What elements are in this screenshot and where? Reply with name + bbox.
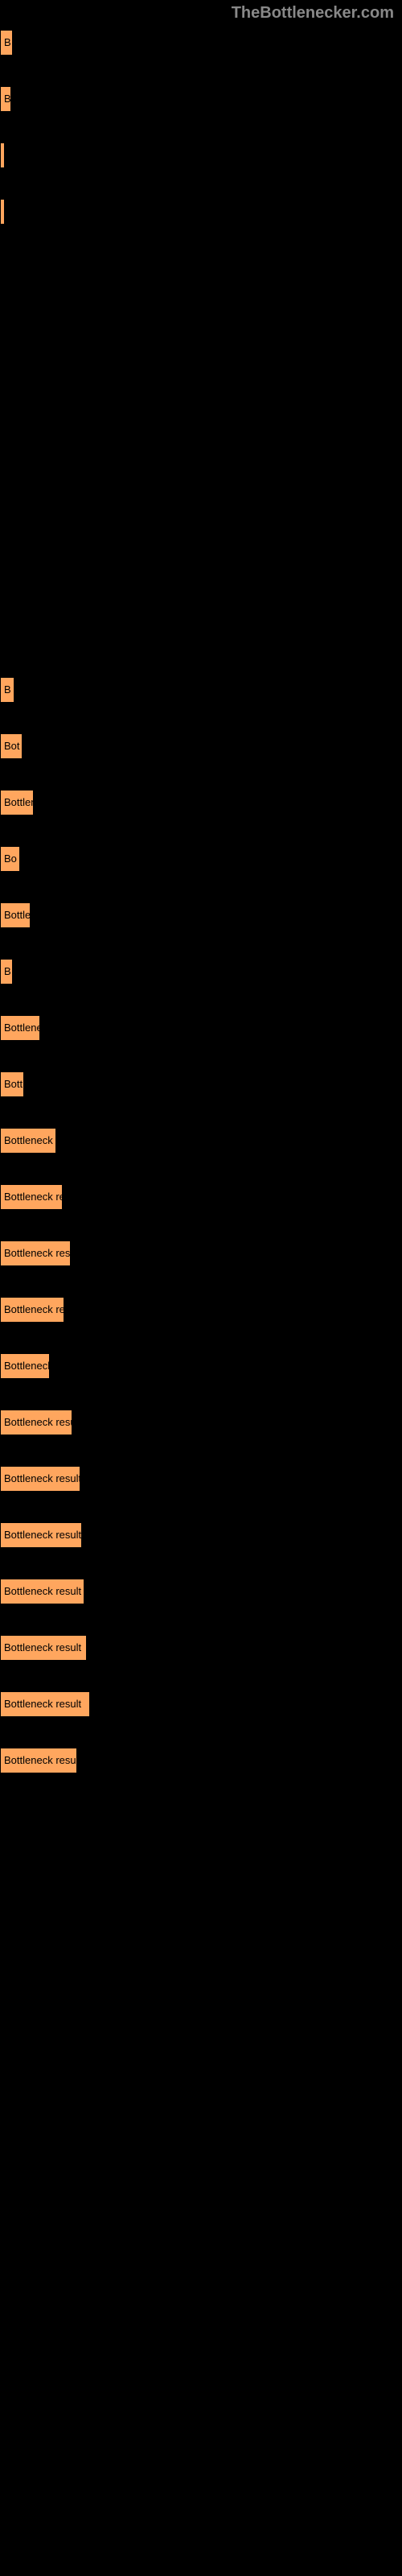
bar: Bottleneck r — [0, 1128, 56, 1154]
bar-row: Bo — [0, 844, 402, 873]
bar: Bottlene — [0, 1015, 40, 1041]
bar-row: B — [0, 675, 402, 704]
bar: Bottlen — [0, 790, 34, 815]
bar: Bottleneck resul — [0, 1748, 77, 1773]
bar: B — [0, 86, 11, 112]
bar: Bo — [0, 846, 20, 872]
bar: Bottleneck resu — [0, 1241, 71, 1266]
bar: Bott — [0, 1071, 24, 1097]
bar-row: Bottleneck resu — [0, 1408, 402, 1436]
bar: Bottleneck result — [0, 1635, 87, 1661]
site-name: TheBottlenecker.com — [232, 4, 394, 22]
bar: Bottleneck result — [0, 1522, 82, 1548]
bar-row: Bott — [0, 1070, 402, 1098]
bar-row: Bottleneck result — [0, 1464, 402, 1492]
bar-row: Bottleneck r — [0, 1126, 402, 1154]
bar-chart-section-1: BB — [0, 27, 402, 255]
bar — [0, 199, 5, 225]
bar: B — [0, 30, 13, 56]
bar-row: Bottleneck result — [0, 1577, 402, 1605]
bar: Bottleneck — [0, 1353, 50, 1379]
bar-row — [0, 141, 402, 169]
bar-row: Bottle — [0, 901, 402, 929]
bar-row: B — [0, 28, 402, 56]
bar-row: Bottlen — [0, 788, 402, 816]
bar: B — [0, 959, 13, 985]
bar-row: Bottleneck resu — [0, 1239, 402, 1267]
bar: Bottleneck resu — [0, 1410, 72, 1435]
bar-row: B — [0, 957, 402, 985]
bar-row: Bottlene — [0, 1013, 402, 1042]
bar: Bottleneck result — [0, 1691, 90, 1717]
bar-row: Bottleneck re — [0, 1295, 402, 1323]
bar: B — [0, 677, 14, 703]
bar-row: Bottleneck result — [0, 1690, 402, 1718]
bar-chart-section-2: B Bot Bottlen Bo Bottle B Bottlene Bott Bottlene… — [0, 674, 402, 1804]
bar: Bot — [0, 733, 23, 759]
bar-row: Bottleneck re — [0, 1183, 402, 1211]
bar: Bottleneck result — [0, 1579, 84, 1604]
bar-row — [0, 197, 402, 225]
bar — [0, 142, 5, 168]
bar: Bottleneck re — [0, 1297, 64, 1323]
section-gap — [0, 255, 402, 674]
bar-row: B — [0, 85, 402, 113]
bar-row: Bottleneck resul — [0, 1746, 402, 1774]
bar-row: Bot — [0, 732, 402, 760]
bar-row: Bottleneck result — [0, 1521, 402, 1549]
bar-row: Bottleneck result — [0, 1633, 402, 1662]
bar: Bottleneck re — [0, 1184, 63, 1210]
bar-row: Bottleneck — [0, 1352, 402, 1380]
header: TheBottlenecker.com — [0, 0, 402, 27]
bar: Bottleneck result — [0, 1466, 80, 1492]
bar: Bottle — [0, 902, 31, 928]
